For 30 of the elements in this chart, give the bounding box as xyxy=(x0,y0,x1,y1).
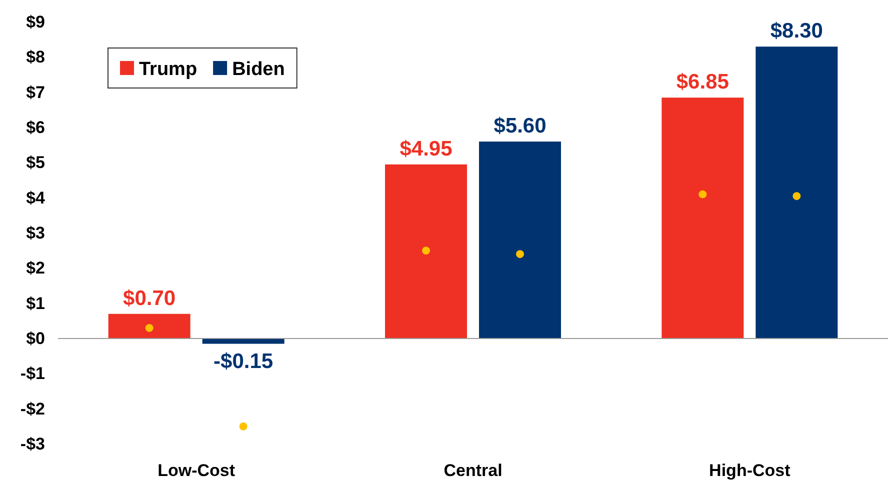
data-label: -$0.15 xyxy=(214,350,274,373)
x-tick-label: High-Cost xyxy=(709,460,791,480)
legend-label: Trump xyxy=(139,59,198,80)
y-tick-label: -$2 xyxy=(20,399,45,418)
legend-label: Biden xyxy=(232,59,285,80)
y-tick-label: $6 xyxy=(26,118,45,137)
y-tick-label: $4 xyxy=(26,188,46,208)
data-label: $4.95 xyxy=(400,137,453,160)
y-tick-label: $0 xyxy=(26,328,45,348)
data-label: $5.60 xyxy=(494,114,546,138)
bar xyxy=(202,338,284,344)
bar xyxy=(385,164,467,338)
y-tick-label: $5 xyxy=(26,153,45,172)
bar xyxy=(479,142,561,338)
bar xyxy=(108,314,190,338)
y-tick-label: $3 xyxy=(26,223,45,242)
y-tick-label: $9 xyxy=(26,12,45,32)
y-tick-label: $7 xyxy=(26,82,45,102)
data-label: $0.70 xyxy=(123,286,176,310)
bar xyxy=(756,46,838,338)
x-tick-label: Low-Cost xyxy=(158,460,236,480)
y-tick-label: $1 xyxy=(26,294,45,313)
data-label: $6.85 xyxy=(676,70,730,94)
x-tick-label: Central xyxy=(444,460,502,480)
y-tick-label: -$1 xyxy=(20,364,45,384)
bar xyxy=(662,98,744,338)
y-tick-label: $8 xyxy=(26,48,45,67)
data-label: $8.30 xyxy=(770,20,823,43)
y-tick-label: $2 xyxy=(26,258,45,278)
y-tick-label: -$3 xyxy=(20,434,45,454)
